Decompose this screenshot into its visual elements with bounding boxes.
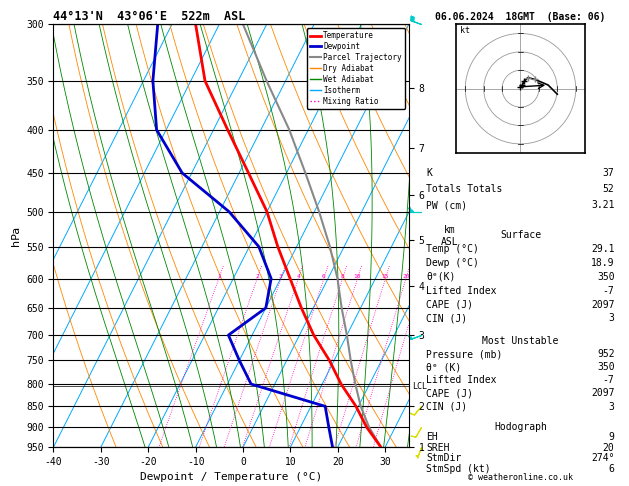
Text: Lifted Index: Lifted Index <box>426 286 497 295</box>
Text: CIN (J): CIN (J) <box>426 313 467 324</box>
Text: K: K <box>426 168 432 178</box>
Text: © weatheronline.co.uk: © weatheronline.co.uk <box>468 473 573 482</box>
Text: 3: 3 <box>609 401 615 412</box>
Text: 9: 9 <box>609 432 615 442</box>
Text: 2097: 2097 <box>591 388 615 399</box>
Text: 1: 1 <box>217 274 221 278</box>
Text: CAPE (J): CAPE (J) <box>426 388 474 399</box>
Text: 350: 350 <box>597 362 615 372</box>
Text: 2: 2 <box>255 274 259 278</box>
Text: LCL: LCL <box>413 382 427 391</box>
Text: 10: 10 <box>353 274 361 278</box>
Text: StmDir: StmDir <box>426 453 462 463</box>
Text: 6: 6 <box>322 274 326 278</box>
Text: -7: -7 <box>603 286 615 295</box>
Text: 06.06.2024  18GMT  (Base: 06): 06.06.2024 18GMT (Base: 06) <box>435 12 606 22</box>
Text: Surface: Surface <box>500 230 541 240</box>
Text: 8: 8 <box>341 274 345 278</box>
Text: 6: 6 <box>609 464 615 474</box>
Text: 3: 3 <box>609 313 615 324</box>
Text: CIN (J): CIN (J) <box>426 401 467 412</box>
Text: 20: 20 <box>402 274 409 278</box>
Text: 3.21: 3.21 <box>591 200 615 210</box>
Text: Temp (°C): Temp (°C) <box>426 244 479 254</box>
Y-axis label: km
ASL: km ASL <box>441 225 459 246</box>
Text: 20: 20 <box>603 443 615 453</box>
Text: θᵉ(K): θᵉ(K) <box>426 272 456 282</box>
Text: PW (cm): PW (cm) <box>426 200 467 210</box>
Text: StmSpd (kt): StmSpd (kt) <box>426 464 491 474</box>
Text: 952: 952 <box>597 349 615 359</box>
Text: 4: 4 <box>296 274 300 278</box>
Text: 350: 350 <box>597 272 615 282</box>
Text: 44°13'N  43°06'E  522m  ASL: 44°13'N 43°06'E 522m ASL <box>53 10 246 23</box>
Text: SREH: SREH <box>426 443 450 453</box>
Text: 274°: 274° <box>591 453 615 463</box>
Text: EH: EH <box>426 432 438 442</box>
Text: 18.9: 18.9 <box>591 258 615 268</box>
Text: kt: kt <box>460 27 470 35</box>
Text: Pressure (mb): Pressure (mb) <box>426 349 503 359</box>
Text: θᵉ (K): θᵉ (K) <box>426 362 462 372</box>
Text: Hodograph: Hodograph <box>494 421 547 432</box>
Y-axis label: hPa: hPa <box>11 226 21 246</box>
X-axis label: Dewpoint / Temperature (°C): Dewpoint / Temperature (°C) <box>140 472 322 483</box>
Text: 3: 3 <box>279 274 283 278</box>
Text: 29.1: 29.1 <box>591 244 615 254</box>
Legend: Temperature, Dewpoint, Parcel Trajectory, Dry Adiabat, Wet Adiabat, Isotherm, Mi: Temperature, Dewpoint, Parcel Trajectory… <box>306 28 405 109</box>
Text: Dewp (°C): Dewp (°C) <box>426 258 479 268</box>
Text: Totals Totals: Totals Totals <box>426 184 503 194</box>
Text: Most Unstable: Most Unstable <box>482 336 559 346</box>
Text: Lifted Index: Lifted Index <box>426 375 497 385</box>
Text: -7: -7 <box>603 375 615 385</box>
Text: CAPE (J): CAPE (J) <box>426 299 474 310</box>
Text: 52: 52 <box>603 184 615 194</box>
Text: 2097: 2097 <box>591 299 615 310</box>
Text: 15: 15 <box>382 274 389 278</box>
Text: 37: 37 <box>603 168 615 178</box>
